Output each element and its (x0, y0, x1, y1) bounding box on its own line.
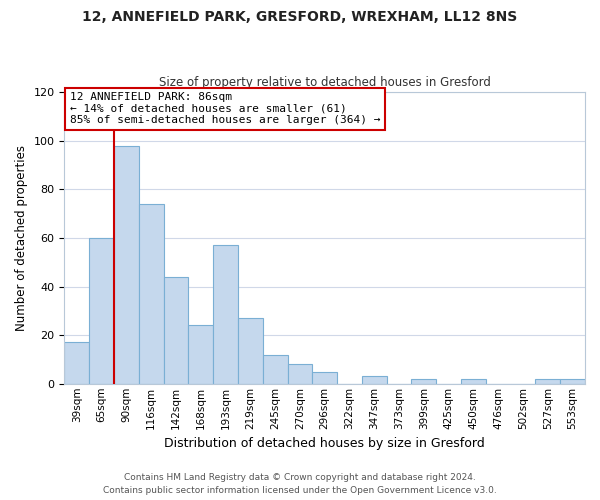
Bar (461, 379, 486, 384)
Bar (139, 204, 164, 384)
Bar (313, 372, 337, 384)
Y-axis label: Number of detached properties: Number of detached properties (15, 145, 28, 331)
Text: 12, ANNEFIELD PARK, GRESFORD, WREXHAM, LL12 8NS: 12, ANNEFIELD PARK, GRESFORD, WREXHAM, L… (82, 10, 518, 24)
Text: Contains HM Land Registry data © Crown copyright and database right 2024.
Contai: Contains HM Land Registry data © Crown c… (103, 474, 497, 495)
Bar (89, 238, 114, 384)
Bar (287, 364, 313, 384)
Bar (263, 354, 287, 384)
Title: Size of property relative to detached houses in Gresford: Size of property relative to detached ho… (159, 76, 491, 90)
Bar (535, 379, 560, 384)
X-axis label: Distribution of detached houses by size in Gresford: Distribution of detached houses by size … (164, 437, 485, 450)
Bar (188, 326, 213, 384)
Bar (362, 376, 386, 384)
Bar (164, 277, 188, 384)
Bar (238, 318, 263, 384)
Bar (560, 379, 585, 384)
Bar (114, 146, 139, 384)
Bar (412, 379, 436, 384)
Bar (64, 342, 89, 384)
Bar (213, 245, 238, 384)
Text: 12 ANNEFIELD PARK: 86sqm
← 14% of detached houses are smaller (61)
85% of semi-d: 12 ANNEFIELD PARK: 86sqm ← 14% of detach… (70, 92, 380, 126)
